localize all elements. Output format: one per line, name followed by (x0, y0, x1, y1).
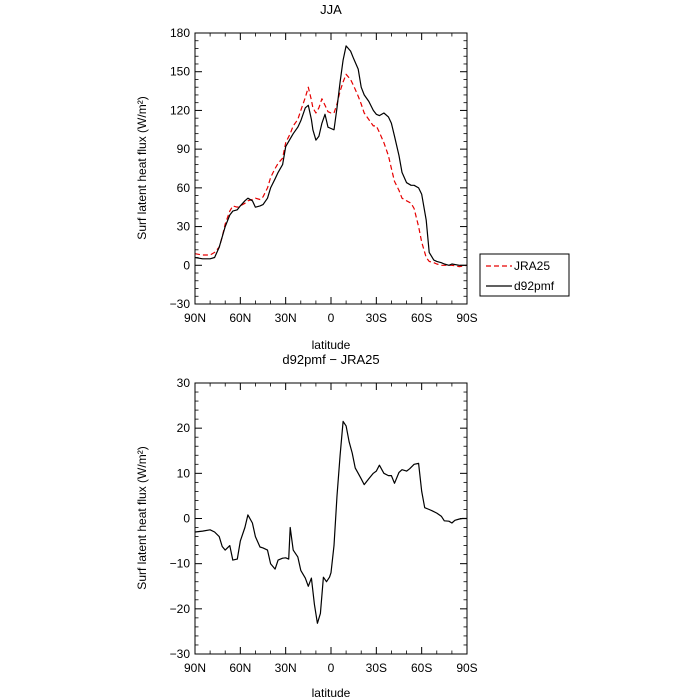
bottom-chart-title: d92pmf − JRA25 (282, 352, 379, 367)
ytick-label: 20 (177, 421, 191, 435)
ytick-label: −30 (170, 647, 191, 661)
series-line-jra25 (194, 73, 468, 268)
bottom-chart-series (194, 420, 467, 624)
ytick-label: 180 (170, 26, 190, 40)
top-chart-ticks (194, 32, 468, 305)
xtick-label: 90N (184, 661, 206, 675)
xtick-label: 30S (366, 661, 387, 675)
ytick-label: 0 (183, 512, 190, 526)
xtick-label: 90S (456, 661, 477, 675)
bottom-chart-ylabel: Surf latent heat flux (W/m²) (135, 446, 149, 589)
bottom-chart-frame (194, 382, 468, 655)
xtick-label: 30N (275, 311, 297, 325)
bottom-chart: d92pmf − JRA25 Surf latent heat flux (W/… (135, 352, 478, 700)
legend-label-jra25: JRA25 (514, 259, 550, 273)
top-chart: JJA Surf latent heat flux (W/m²) latitud… (135, 2, 478, 352)
top-chart-ylabel: Surf latent heat flux (W/m²) (135, 96, 149, 239)
xtick-label: 60N (229, 311, 251, 325)
ytick-label: 30 (177, 220, 191, 234)
ytick-label: −20 (170, 602, 191, 616)
xtick-label: 30S (366, 311, 387, 325)
ytick-label: 90 (177, 142, 191, 156)
legend: JRA25 d92pmf (479, 253, 570, 297)
xtick-label: 0 (328, 311, 335, 325)
xtick-label: 60N (229, 661, 251, 675)
ytick-label: 150 (170, 65, 190, 79)
ytick-label: 30 (177, 376, 191, 390)
series-line-0 (194, 420, 467, 624)
legend-label-d92pmf: d92pmf (514, 279, 555, 293)
ytick-label: −30 (170, 297, 191, 311)
top-chart-xlabel: latitude (312, 338, 351, 352)
legend-box (479, 253, 570, 297)
top-chart-frame (194, 32, 468, 305)
top-chart-title: JJA (320, 2, 342, 17)
ytick-label: 60 (177, 181, 191, 195)
bottom-chart-xlabel: latitude (312, 686, 351, 700)
xtick-label: 90S (456, 311, 477, 325)
xtick-label: 0 (328, 661, 335, 675)
xtick-label: 90N (184, 311, 206, 325)
bottom-chart-ticks (194, 382, 468, 655)
xtick-label: 30N (275, 661, 297, 675)
ytick-label: 120 (170, 103, 190, 117)
xtick-label: 60S (411, 661, 432, 675)
ytick-label: 0 (183, 258, 190, 272)
top-chart-tick-labels: −30 0 30 60 90 120 150 180 90N 60N 30N 0 30S 60S 90S (170, 26, 478, 325)
series-line-d92pmf (194, 45, 467, 266)
ytick-label: 10 (177, 466, 191, 480)
top-chart-series (194, 45, 468, 268)
bottom-chart-tick-labels: −30 −20 −10 0 10 20 30 90N 60N 30N 0 30S 60S 90S (170, 376, 478, 675)
ytick-label: −10 (170, 557, 191, 571)
xtick-label: 60S (411, 311, 432, 325)
